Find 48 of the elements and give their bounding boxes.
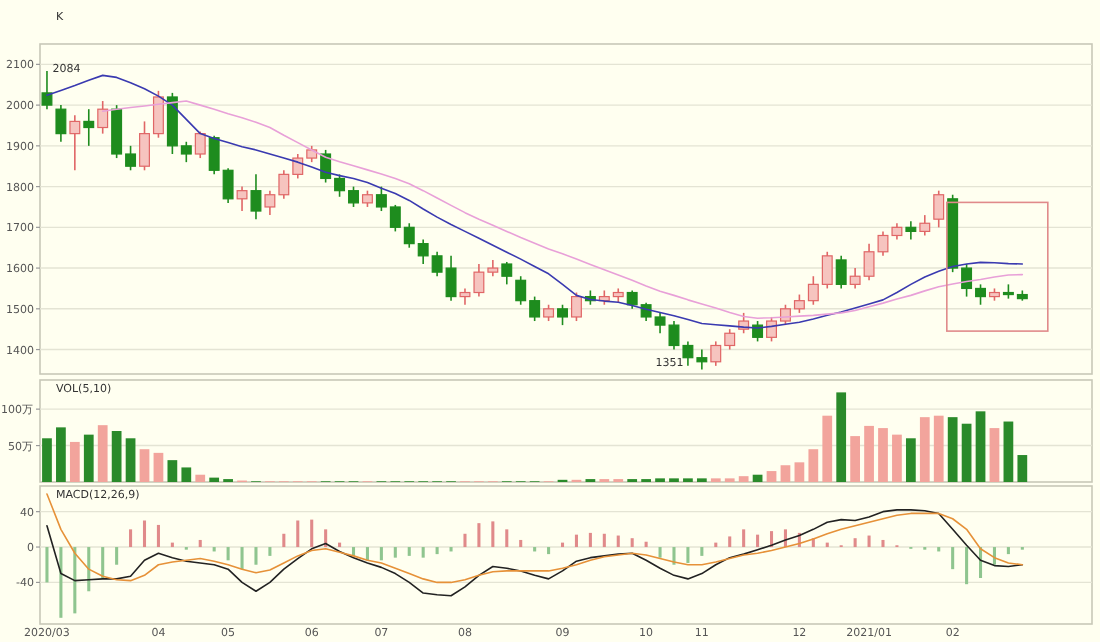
candlestick xyxy=(83,108,95,147)
bar xyxy=(961,423,972,482)
candlestick xyxy=(69,114,81,172)
bar xyxy=(892,434,902,482)
bar xyxy=(933,415,944,482)
candlestick xyxy=(905,220,917,241)
bar xyxy=(167,460,178,482)
bar xyxy=(766,471,777,482)
bar xyxy=(83,434,94,482)
bar xyxy=(864,425,874,482)
bar xyxy=(836,392,847,482)
bar xyxy=(181,467,192,482)
candlestick xyxy=(933,189,945,229)
bar xyxy=(738,476,749,482)
candlestick xyxy=(236,185,248,212)
bar xyxy=(97,425,108,482)
bar xyxy=(111,431,122,482)
candlestick xyxy=(97,100,109,135)
candlestick xyxy=(194,130,206,159)
bar xyxy=(139,449,150,482)
bar xyxy=(850,436,860,482)
bar xyxy=(794,462,805,482)
bar xyxy=(780,465,791,482)
bar xyxy=(822,415,833,482)
bar xyxy=(989,428,1000,482)
bar xyxy=(1017,455,1028,482)
line-series xyxy=(46,493,1024,584)
candlestick xyxy=(501,261,513,286)
line-series xyxy=(46,509,1024,597)
candlestick xyxy=(570,291,582,322)
bar xyxy=(153,452,164,482)
bar xyxy=(195,474,206,482)
bar xyxy=(878,428,888,482)
bar xyxy=(808,449,819,482)
bar xyxy=(975,411,986,482)
bar xyxy=(125,438,136,482)
bar xyxy=(69,441,80,482)
bar xyxy=(919,417,930,482)
bar xyxy=(905,438,916,482)
candlestick xyxy=(55,104,67,143)
candlestick xyxy=(835,255,847,290)
candlestick xyxy=(250,173,262,220)
candlestick xyxy=(557,303,568,326)
bar xyxy=(947,417,958,482)
bar xyxy=(42,438,52,482)
bar xyxy=(56,427,66,482)
bar xyxy=(1003,421,1014,482)
candlestick xyxy=(919,214,931,237)
